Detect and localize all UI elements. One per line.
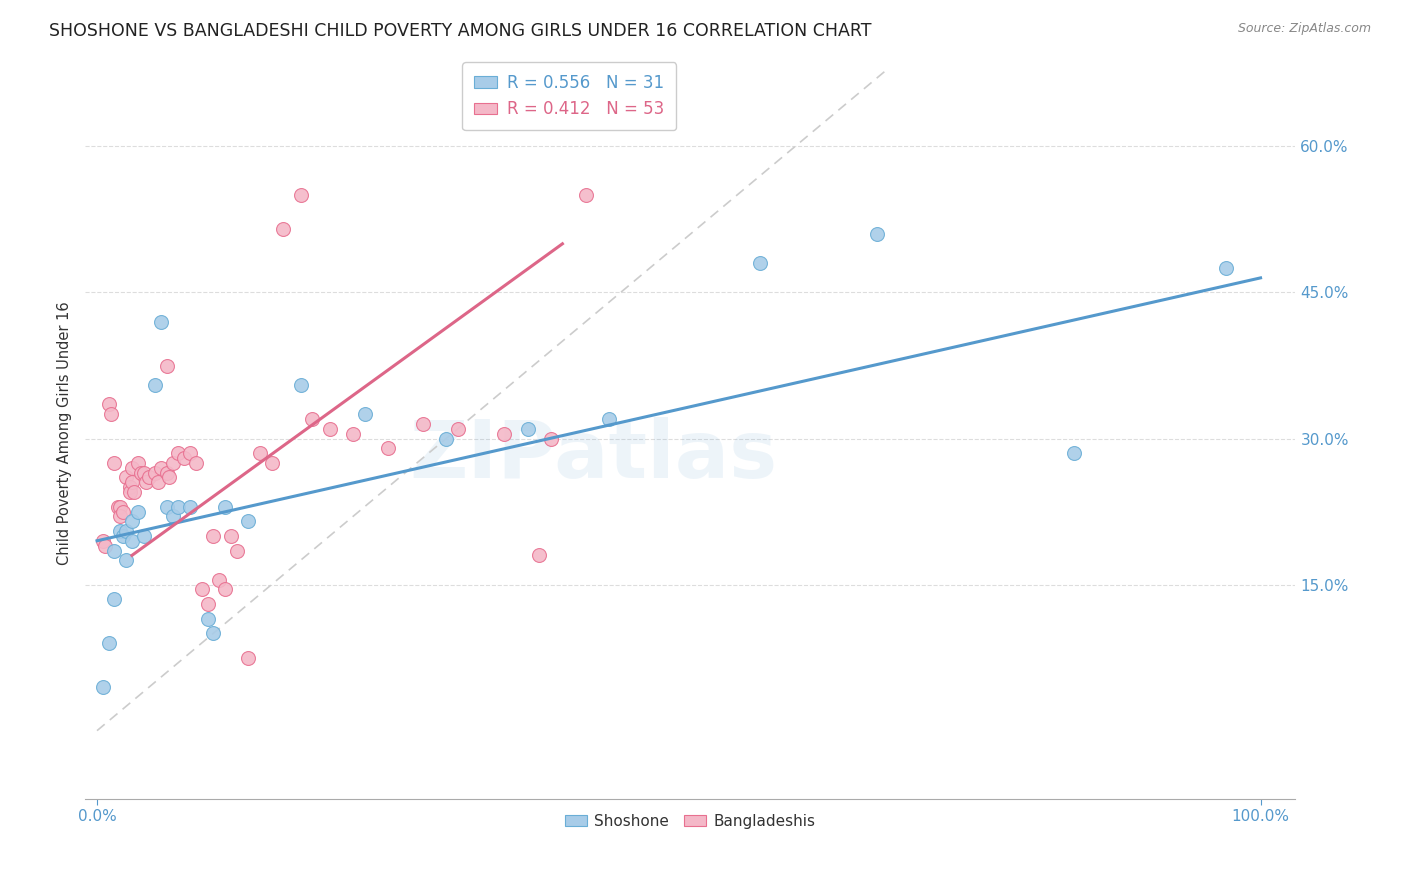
Point: [103, 543, 125, 558]
Point: [290, 188, 312, 202]
Y-axis label: Child Poverty Among Girls Under 16: Child Poverty Among Girls Under 16: [58, 301, 72, 566]
Point: [107, 500, 129, 514]
Point: [156, 466, 179, 480]
Point: [111, 505, 134, 519]
Point: [143, 466, 166, 480]
Point: [94, 539, 117, 553]
Point: [208, 573, 231, 587]
Point: [118, 485, 141, 500]
Point: [260, 456, 283, 470]
Point: [434, 432, 457, 446]
Point: [214, 582, 236, 597]
Point: [167, 446, 190, 460]
Point: [118, 480, 141, 494]
Point: [110, 509, 132, 524]
Point: [190, 582, 212, 597]
Point: [197, 597, 219, 611]
Point: [527, 549, 550, 563]
Text: ZIPatlas: ZIPatlas: [409, 417, 778, 494]
Point: [749, 256, 772, 270]
Point: [150, 315, 173, 329]
Point: [162, 509, 184, 524]
Point: [127, 505, 149, 519]
Point: [103, 592, 125, 607]
Point: [143, 378, 166, 392]
Point: [353, 407, 375, 421]
Point: [1215, 261, 1237, 276]
Point: [111, 529, 134, 543]
Point: [129, 466, 152, 480]
Point: [575, 188, 598, 202]
Point: [1063, 446, 1085, 460]
Point: [115, 524, 138, 538]
Point: [122, 485, 145, 500]
Point: [225, 543, 247, 558]
Point: [173, 450, 195, 465]
Point: [214, 500, 236, 514]
Point: [202, 626, 225, 640]
Point: [238, 650, 260, 665]
Point: [301, 412, 323, 426]
Point: [412, 417, 434, 431]
Point: [156, 359, 179, 373]
Point: [100, 407, 122, 421]
Legend: Shoshone, Bangladeshis: Shoshone, Bangladeshis: [560, 808, 821, 835]
Point: [121, 533, 143, 548]
Point: [162, 456, 184, 470]
Point: [342, 426, 364, 441]
Point: [135, 475, 157, 490]
Point: [97, 636, 120, 650]
Point: [150, 460, 173, 475]
Point: [598, 412, 620, 426]
Point: [146, 475, 169, 490]
Point: [115, 553, 138, 567]
Point: [319, 422, 342, 436]
Point: [865, 227, 887, 241]
Point: [202, 529, 225, 543]
Point: [91, 533, 114, 548]
Point: [121, 514, 143, 528]
Text: Source: ZipAtlas.com: Source: ZipAtlas.com: [1237, 22, 1371, 36]
Point: [494, 426, 516, 441]
Point: [219, 529, 242, 543]
Point: [91, 680, 114, 694]
Point: [132, 466, 155, 480]
Point: [138, 470, 160, 484]
Point: [132, 529, 155, 543]
Point: [184, 456, 207, 470]
Point: [127, 456, 149, 470]
Point: [157, 470, 180, 484]
Point: [179, 500, 201, 514]
Point: [97, 397, 120, 411]
Point: [249, 446, 271, 460]
Point: [179, 446, 201, 460]
Point: [121, 475, 143, 490]
Point: [377, 442, 399, 456]
Point: [156, 500, 179, 514]
Point: [447, 422, 470, 436]
Text: SHOSHONE VS BANGLADESHI CHILD POVERTY AMONG GIRLS UNDER 16 CORRELATION CHART: SHOSHONE VS BANGLADESHI CHILD POVERTY AM…: [49, 22, 872, 40]
Point: [110, 500, 132, 514]
Point: [516, 422, 538, 436]
Point: [121, 460, 143, 475]
Point: [103, 456, 125, 470]
Point: [271, 222, 294, 236]
Point: [110, 524, 132, 538]
Point: [167, 500, 190, 514]
Point: [540, 432, 562, 446]
Point: [197, 612, 219, 626]
Point: [115, 470, 138, 484]
Point: [290, 378, 312, 392]
Point: [238, 514, 260, 528]
